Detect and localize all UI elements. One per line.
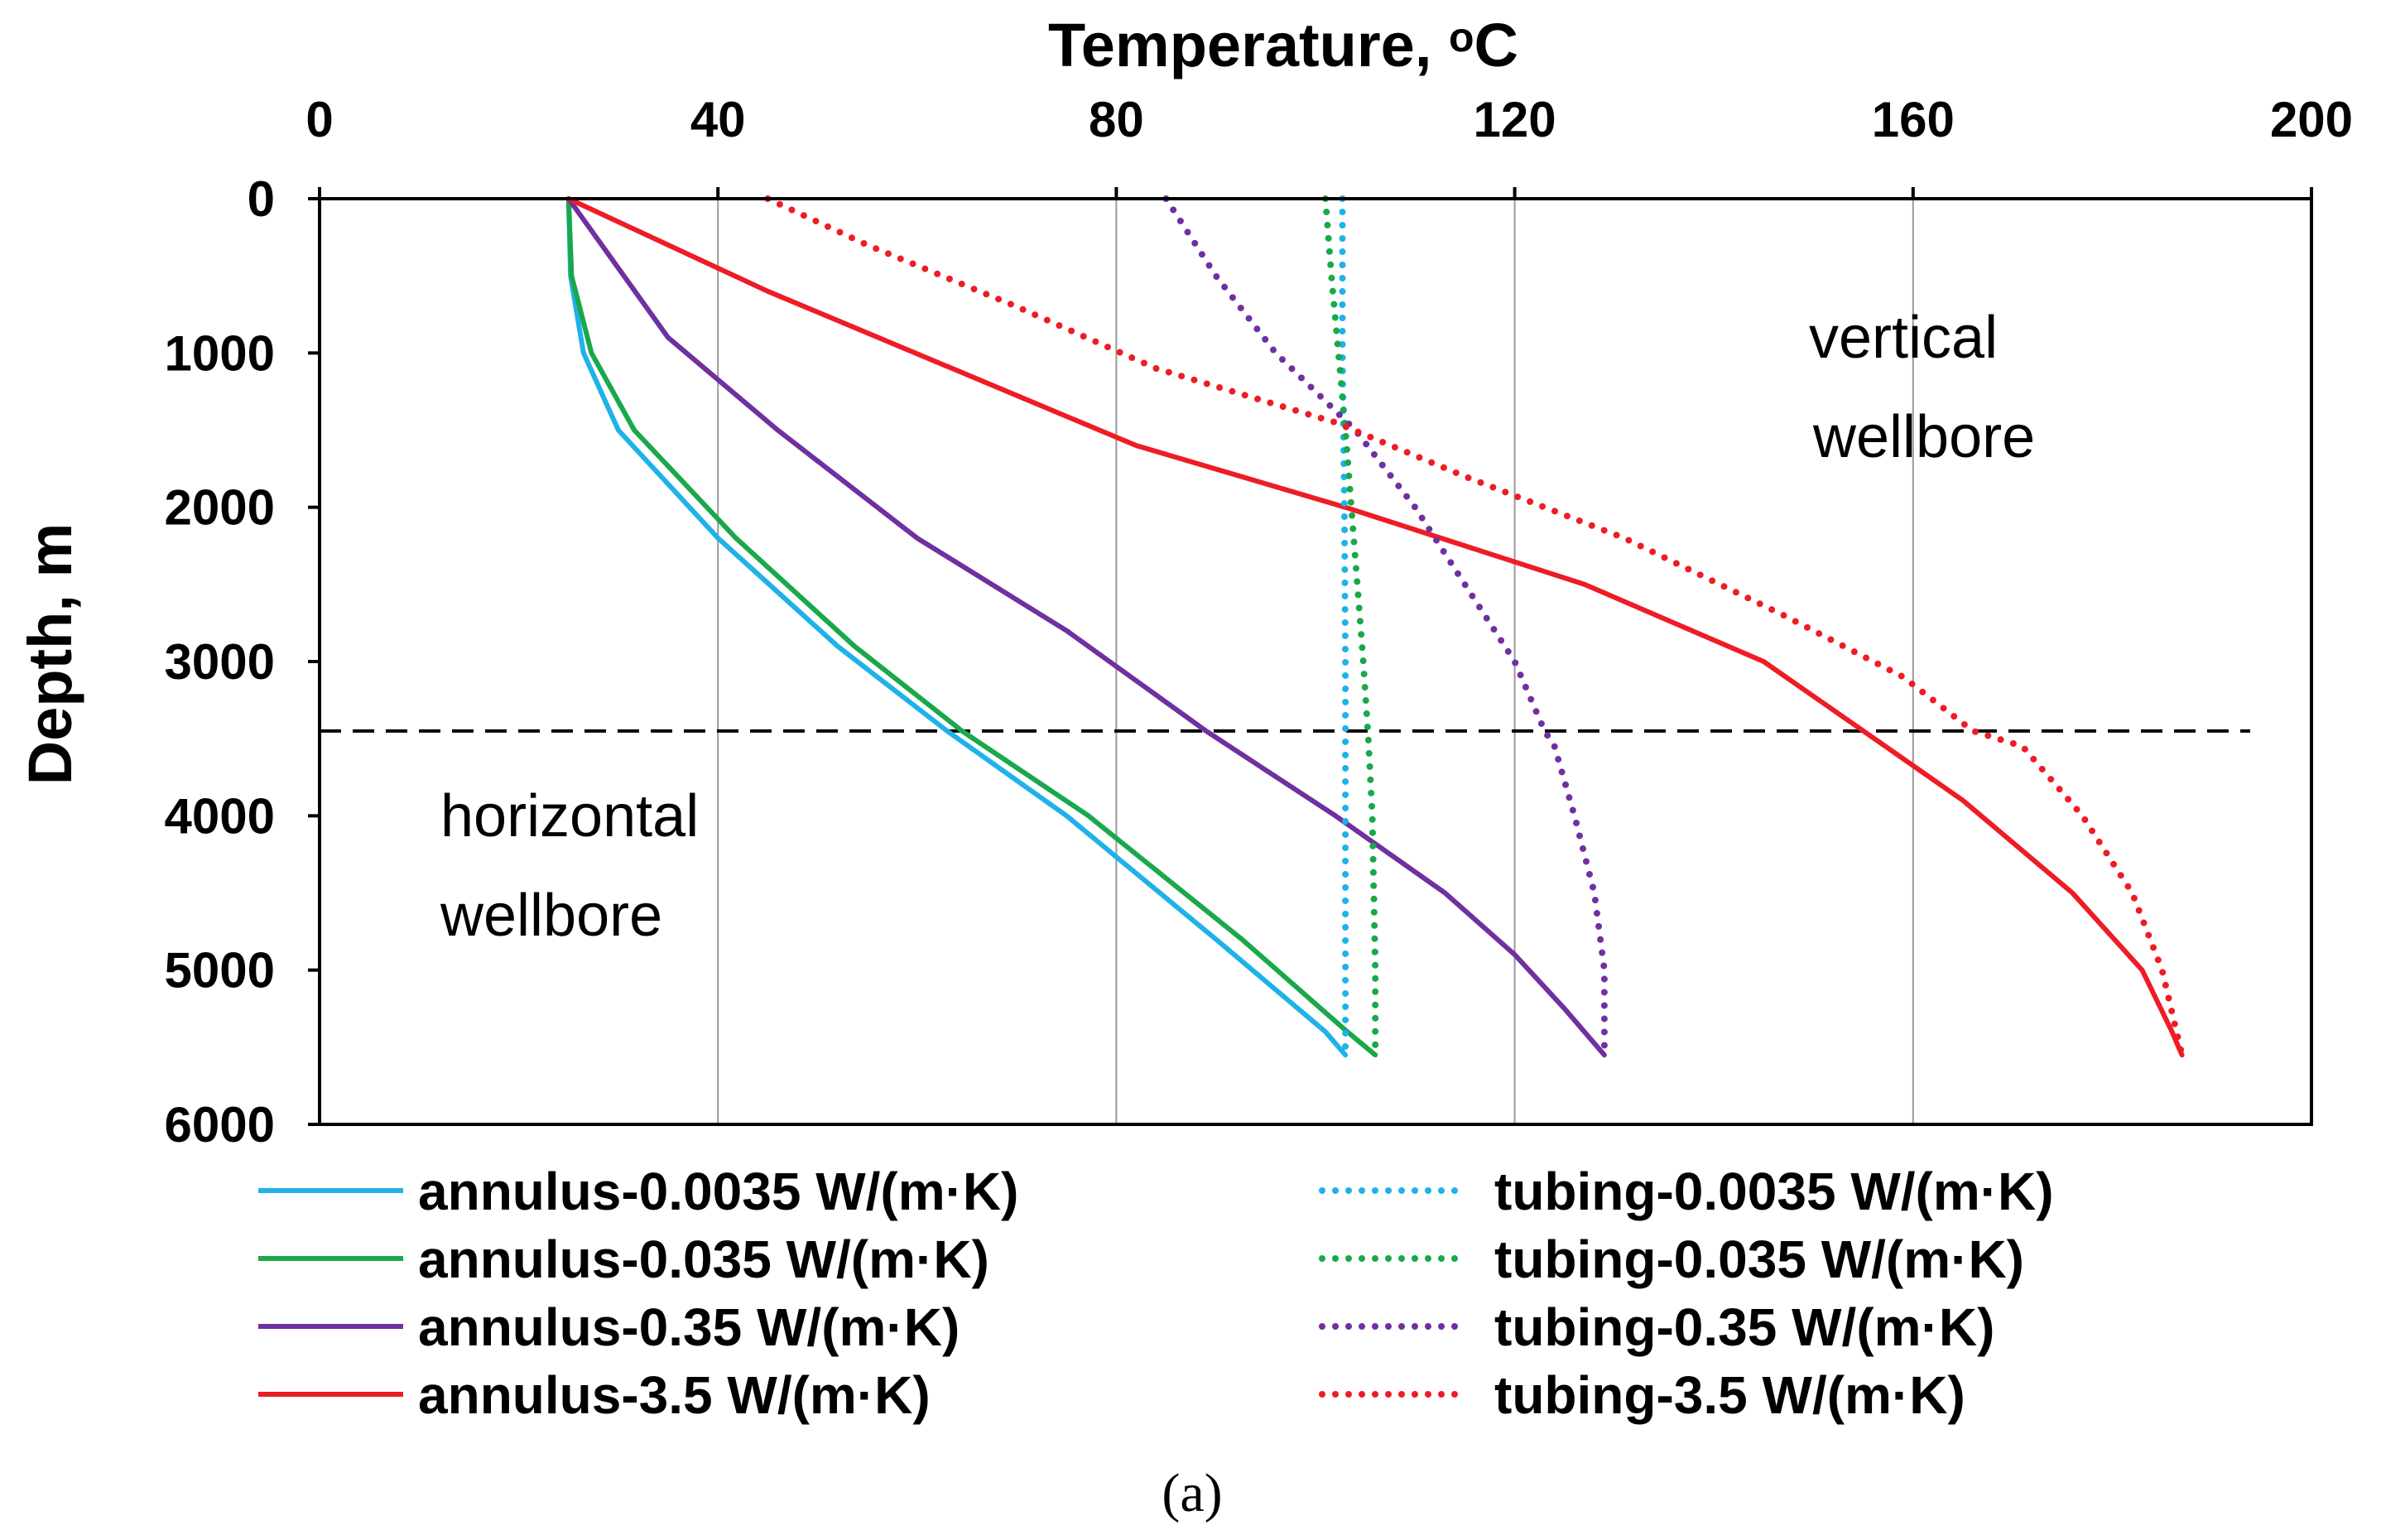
- annotation-horizontal-line-1: horizontal: [440, 783, 699, 849]
- annotation-vertical-wellbore: vertical wellbore: [1809, 305, 2035, 470]
- legend: annulus-0.0035 W/(m·K) annulus-0.035 W/(m…: [258, 1162, 2054, 1425]
- x-axis-title-superscript: o: [1449, 14, 1474, 60]
- x-tick-label-40: 40: [690, 92, 746, 147]
- legend-label-4: tubing-0.0035 W/(m·K): [1494, 1162, 2054, 1221]
- figure-caption: (a): [1162, 1463, 1222, 1523]
- y-tick-label-4000: 4000: [165, 788, 275, 844]
- series-layer: [565, 195, 2186, 1059]
- series-line-3: [565, 196, 2185, 1058]
- x-tick-label-200: 200: [2270, 92, 2353, 147]
- series-line-1: [565, 196, 1378, 1058]
- legend-label-0: annulus-0.0035 W/(m·K): [418, 1162, 1018, 1221]
- y-tick-label-0: 0: [248, 171, 275, 227]
- series-line-7: [764, 195, 2186, 1059]
- series-line-6: [1162, 195, 1608, 1059]
- legend-label-2: annulus-0.35 W/(m·K): [418, 1297, 960, 1357]
- x-axis-title: Temperature, oC: [1048, 11, 1518, 79]
- series-line-4: [1339, 195, 1349, 1059]
- frame-layer: [308, 187, 2313, 1126]
- annotation-horizontal-wellbore: horizontal wellbore: [440, 783, 715, 949]
- series-line-5: [1322, 195, 1379, 1059]
- series-line-0: [565, 196, 1349, 1058]
- x-tick-label-120: 120: [1474, 92, 1556, 147]
- y-tick-label-2000: 2000: [165, 480, 275, 536]
- y-tick-label-3000: 3000: [165, 634, 275, 690]
- annotation-vertical-line-1: vertical: [1809, 305, 1998, 371]
- y-tick-label-5000: 5000: [165, 943, 275, 999]
- legend-label-7: tubing-3.5 W/(m·K): [1494, 1365, 1965, 1425]
- y-tick-label-1000: 1000: [165, 325, 275, 381]
- legend-label-1: annulus-0.035 W/(m·K): [418, 1230, 989, 1289]
- grid-layer: [717, 199, 1914, 1124]
- y-axis-title: Depth, m: [16, 523, 84, 786]
- series-line-2: [565, 196, 1607, 1058]
- annotation-vertical-line-2: wellbore: [1812, 404, 2035, 470]
- x-tick-label-160: 160: [1872, 92, 1955, 147]
- legend-label-6: tubing-0.35 W/(m·K): [1494, 1297, 1994, 1357]
- legend-label-3: annulus-3.5 W/(m·K): [418, 1365, 931, 1425]
- x-tick-label-80: 80: [1089, 92, 1144, 147]
- y-tick-label-6000: 6000: [165, 1097, 275, 1153]
- annotation-horizontal-line-2: wellbore: [440, 883, 662, 949]
- x-tick-label-0: 0: [305, 92, 333, 147]
- legend-label-5: tubing-0.035 W/(m·K): [1494, 1230, 2024, 1289]
- x-axis-title-unit: C: [1474, 11, 1518, 79]
